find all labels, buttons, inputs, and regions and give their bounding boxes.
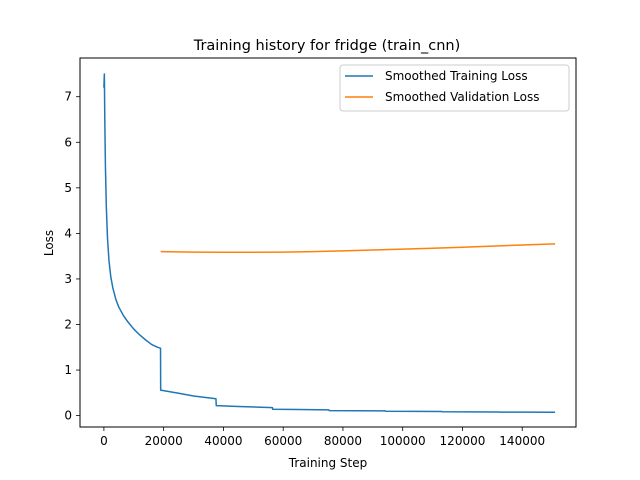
x-tick-label: 20000 xyxy=(145,434,183,448)
legend-box xyxy=(339,64,570,112)
x-tick-label: 0 xyxy=(100,434,108,448)
y-tick-label: 6 xyxy=(64,135,72,149)
legend-entry-1: Smoothed Training Loss xyxy=(385,69,528,83)
y-tick-label: 1 xyxy=(64,363,72,377)
y-tick-label: 5 xyxy=(64,181,72,195)
x-tick-label: 60000 xyxy=(264,434,302,448)
x-axis-label: Training Step xyxy=(288,456,368,470)
x-tick-label: 40000 xyxy=(204,434,242,448)
y-tick-label: 7 xyxy=(64,90,72,104)
y-tick-label: 4 xyxy=(64,226,72,240)
x-tick-label: 120000 xyxy=(440,434,486,448)
x-tick-label: 80000 xyxy=(324,434,362,448)
x-axis: 0 20000 40000 60000 80000 100000 120000 140000 xyxy=(100,427,545,448)
x-tick-label: 140000 xyxy=(499,434,545,448)
x-tick-label: 100000 xyxy=(380,434,426,448)
series-layer xyxy=(103,73,556,413)
series-line-1 xyxy=(103,73,556,413)
y-axis: 0 1 2 3 4 5 6 7 xyxy=(64,90,80,423)
legend: Smoothed Training Loss Smoothed Validatio… xyxy=(339,64,570,112)
y-tick-label: 3 xyxy=(64,272,72,286)
legend-entry-2: Smoothed Validation Loss xyxy=(385,90,540,104)
chart-title: Training history for fridge (train_cnn) xyxy=(193,38,461,54)
y-axis-label: Loss xyxy=(42,230,56,256)
plot-frame xyxy=(79,57,577,428)
y-tick-label: 2 xyxy=(64,318,72,332)
series-line-2 xyxy=(160,243,556,254)
y-tick-label: 0 xyxy=(64,409,72,423)
